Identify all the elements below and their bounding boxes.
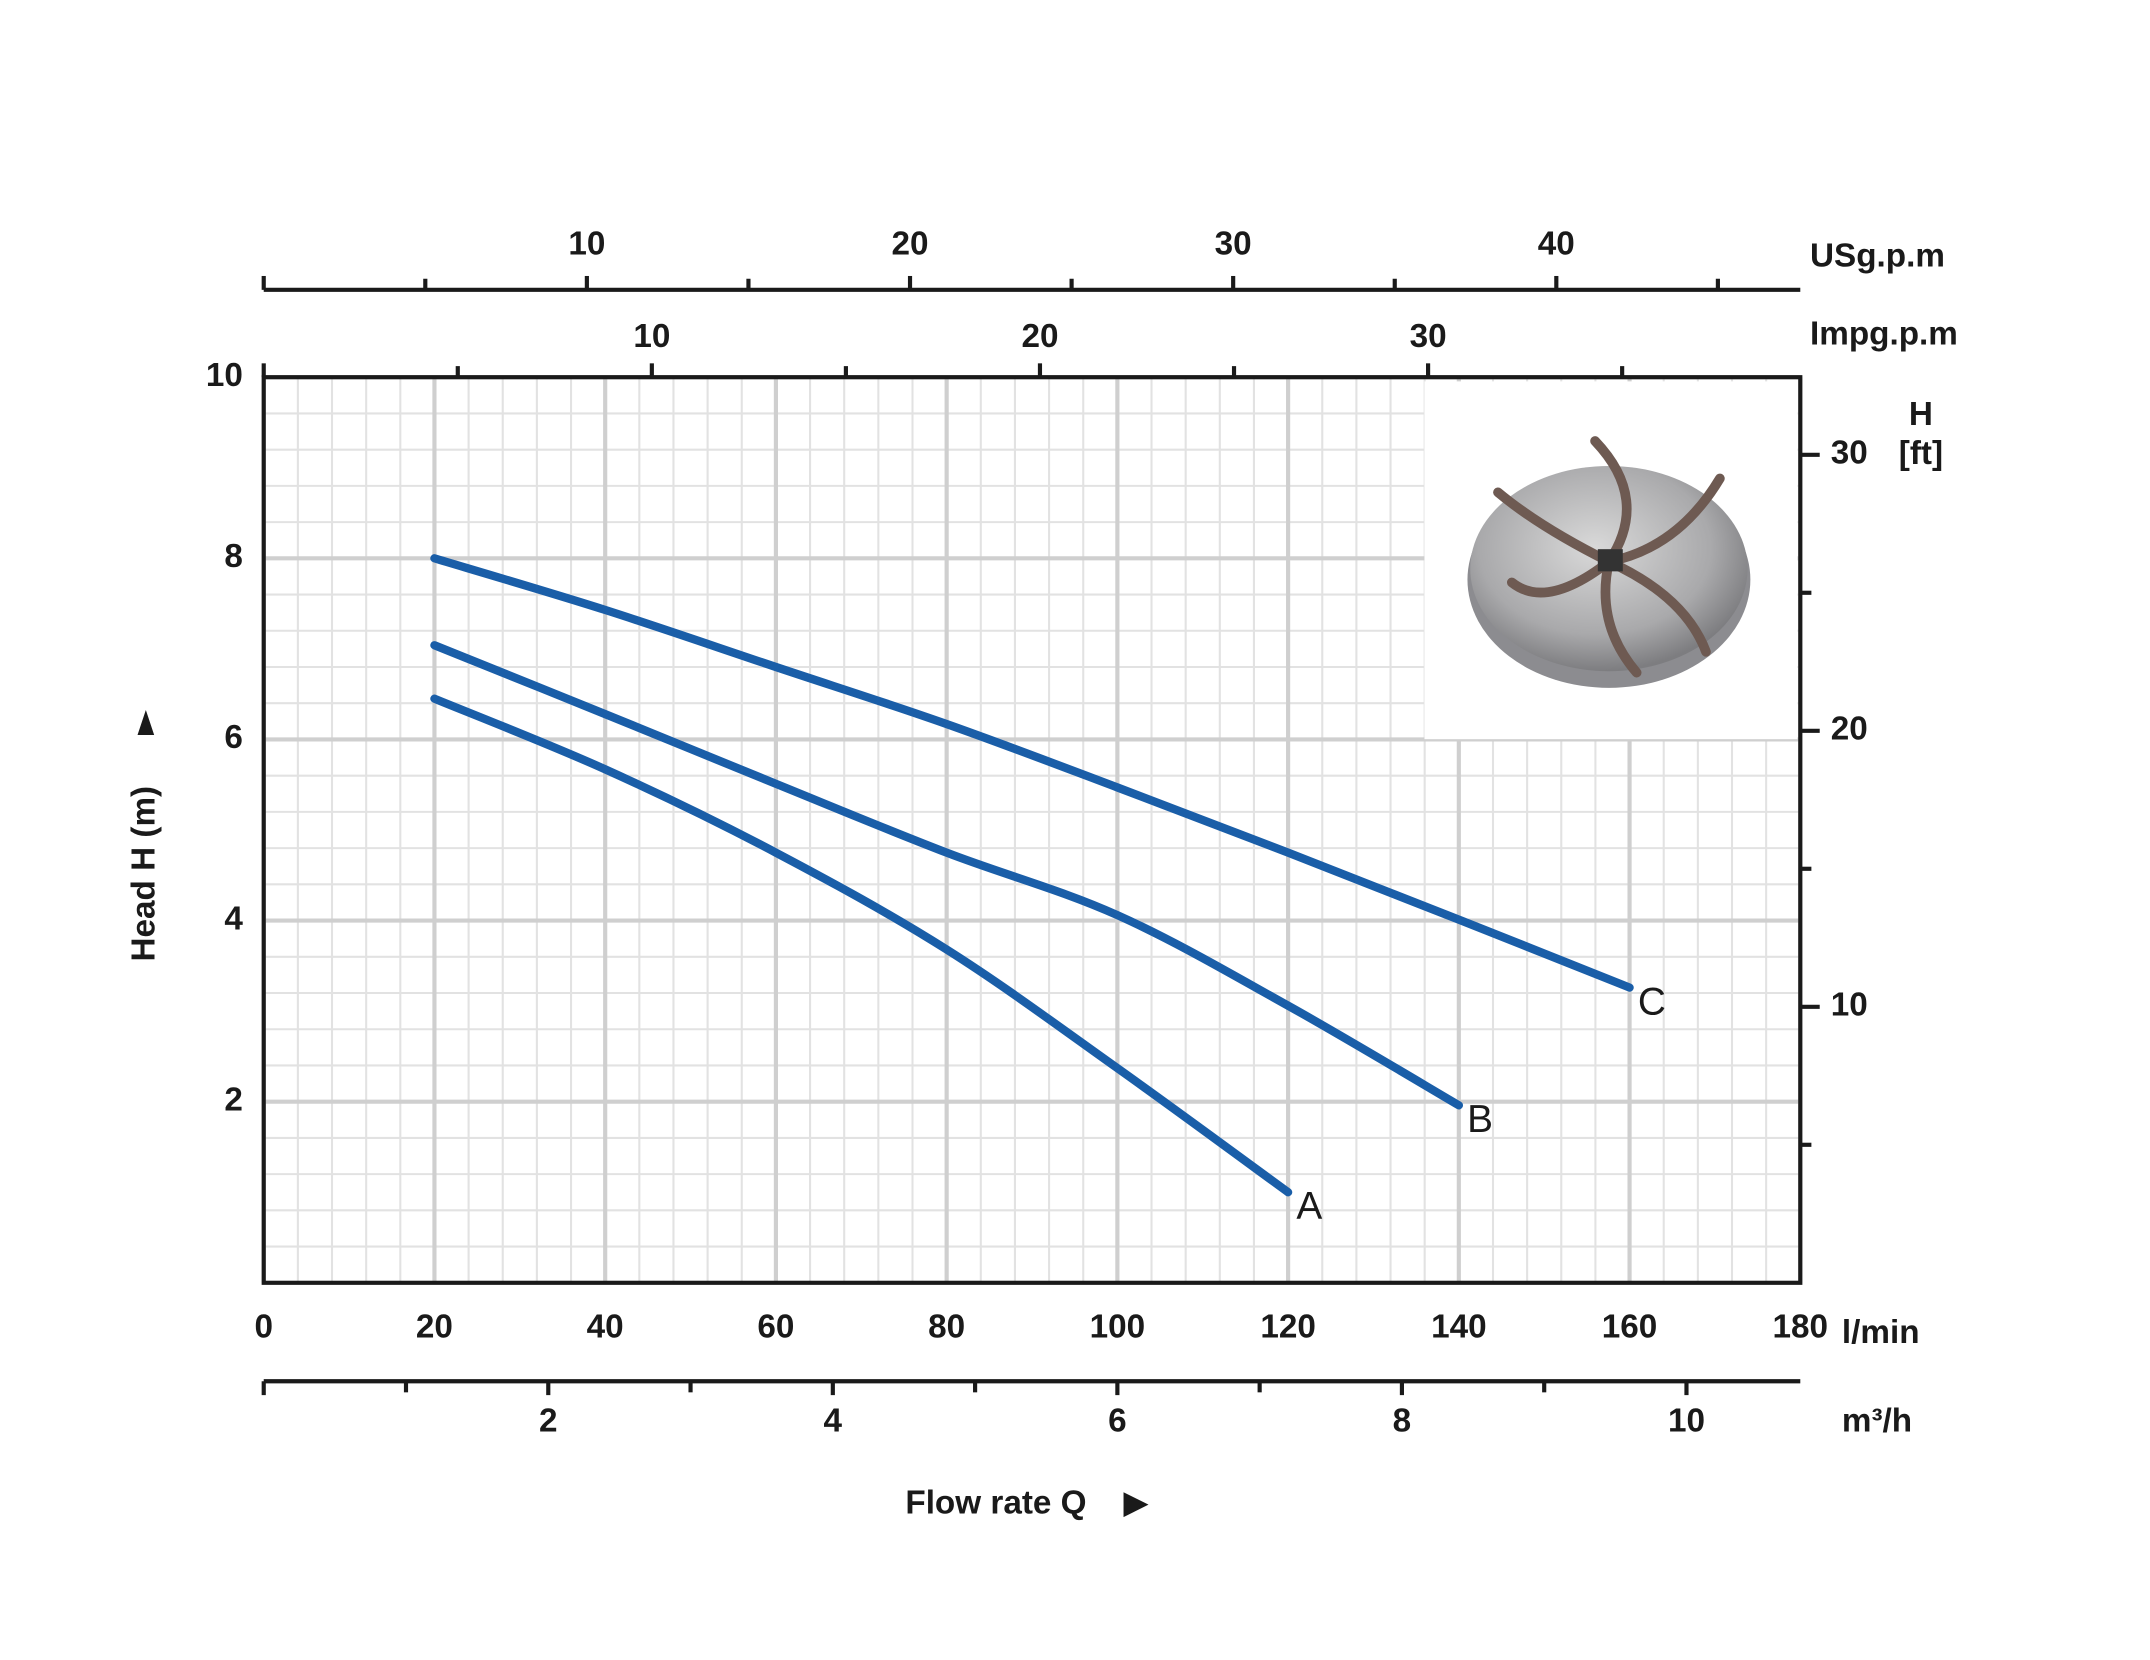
- x2-tick-label: 4: [824, 1403, 843, 1440]
- x2-tick-label: 8: [1393, 1403, 1412, 1440]
- y2-axis-title: H [ft]: [1899, 396, 1943, 472]
- x-tick-label: 160: [1602, 1308, 1658, 1345]
- x-tick-label: 20: [416, 1308, 453, 1345]
- x2-tick-label: 20: [892, 225, 929, 262]
- y-tick-label: 8: [224, 538, 243, 575]
- y-tick-label: 4: [224, 900, 243, 937]
- x2-tick-label: 40: [1538, 225, 1575, 262]
- x2-tick-label: 30: [1215, 225, 1252, 262]
- impeller-photo: [1424, 381, 1798, 740]
- x-tick-label: 120: [1260, 1308, 1316, 1345]
- curve: [430, 554, 1634, 992]
- x-tick-label: 80: [928, 1308, 965, 1345]
- x2-tick-label: 2: [539, 1403, 558, 1440]
- x2-tick-label: 10: [1668, 1403, 1705, 1440]
- curve-label: B: [1467, 1098, 1493, 1141]
- x-tick-label: 100: [1090, 1308, 1146, 1345]
- grid: [261, 375, 1803, 1283]
- x2-tick-label: 6: [1108, 1403, 1127, 1440]
- y-tick-label: 10: [206, 357, 243, 394]
- y2-tick-label: 30: [1831, 435, 1868, 472]
- x2-tick-label: 20: [1021, 318, 1058, 355]
- x2-axis-title: m³/h: [1842, 1403, 1912, 1440]
- y2-tick-label: 20: [1831, 711, 1868, 748]
- y-tick-label: 6: [224, 719, 243, 756]
- curve: [430, 641, 1463, 1110]
- x-unit-label: l/min: [1842, 1314, 1920, 1351]
- x2-tick-label: 10: [633, 318, 670, 355]
- plot-border: [261, 375, 1803, 1285]
- y-tick-label: 2: [224, 1081, 243, 1118]
- curve-label: A: [1296, 1185, 1322, 1228]
- x2-tick-label: 10: [568, 225, 605, 262]
- y-axis-title: Head H (m): [126, 786, 163, 962]
- y2-tick-label: 10: [1831, 987, 1868, 1024]
- x2-tick-label: 30: [1410, 318, 1447, 355]
- x-tick-label: 60: [757, 1308, 794, 1345]
- x2-axis-title: Impg.p.m: [1810, 315, 1958, 352]
- curve: [430, 694, 1293, 1197]
- x-tick-label: 140: [1431, 1308, 1487, 1345]
- x-axis-title: Flow rate Q: [905, 1484, 1086, 1521]
- x-tick-label: 0: [254, 1308, 273, 1345]
- x2-axis-title: USg.p.m: [1810, 238, 1945, 275]
- x-tick-label: 40: [587, 1308, 624, 1345]
- y-arrow: [137, 710, 155, 736]
- curve-label: C: [1638, 980, 1666, 1023]
- x-arrow: [1123, 1492, 1149, 1518]
- x-tick-label: 180: [1773, 1308, 1829, 1345]
